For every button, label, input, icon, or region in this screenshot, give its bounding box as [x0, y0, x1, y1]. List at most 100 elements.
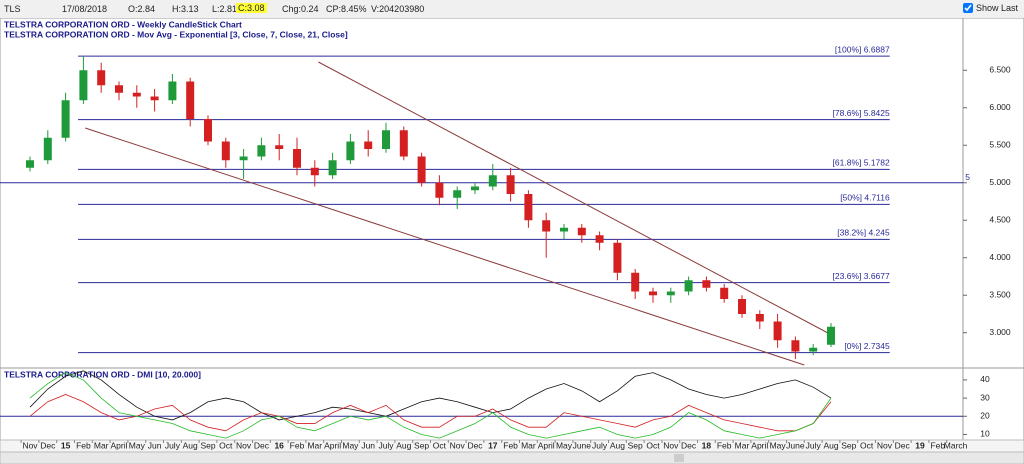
candle-body [631, 272, 640, 292]
x-tick-label: Feb [717, 440, 732, 450]
candle-body [382, 130, 390, 149]
fib-label: [78.6%] 5.8425 [833, 108, 890, 118]
candle-body [809, 347, 818, 352]
show-last[interactable]: Show Last [962, 3, 1018, 13]
x-tick-label: Aug [823, 440, 838, 450]
x-tick-label: May [770, 440, 787, 450]
x-tick-label: Nov [22, 440, 38, 450]
candle-body [150, 96, 159, 101]
trendline [318, 61, 835, 337]
scroll-thumb[interactable] [674, 454, 684, 462]
candle-body [791, 340, 800, 352]
x-tick-label: Sep [628, 440, 643, 450]
y-tick-label: 6.500 [989, 65, 1011, 75]
dmi-line [29, 394, 832, 432]
x-tick-label: April [751, 440, 768, 450]
price-panel [0, 18, 964, 369]
symbol: TLS [4, 4, 21, 14]
candle-body [204, 119, 212, 142]
toolbar: TLS 17/08/2018 O:2.84 H:3.13 L:2.81 C:3.… [0, 0, 1024, 19]
candle-body [595, 235, 604, 243]
dmi-line [29, 372, 832, 439]
fib-label: [50%] 4.7116 [840, 193, 890, 203]
x-tick-label: Oct [219, 440, 233, 450]
x-tick-label: 16 [274, 440, 284, 450]
candle-body [61, 100, 70, 138]
candle-body [168, 81, 177, 101]
y-tick-label: 5.000 [989, 177, 1011, 187]
candle-body [506, 175, 515, 194]
x-tick-label: Dec [254, 440, 270, 450]
change: Chg:0.24 [282, 4, 319, 14]
close: C:3.08 [236, 3, 267, 13]
candle-body [79, 70, 88, 101]
show-last-checkbox[interactable] [962, 3, 973, 13]
y-tick-label: 4.500 [989, 215, 1011, 225]
candle-body [720, 287, 729, 299]
x-tick-label: Sep [200, 440, 215, 450]
dmi-title: TELSTRA CORPORATION ORD - DMI [10, 20.00… [4, 369, 201, 379]
candle-body [577, 227, 586, 236]
x-tick-label: Sep [414, 440, 429, 450]
x-tick-label: March [944, 440, 968, 450]
candle-body [364, 141, 373, 149]
x-tick-label: May [342, 440, 359, 450]
dmi-line [29, 370, 832, 421]
chart-subtitle: TELSTRA CORPORATION ORD - Mov Avg - Expo… [4, 29, 348, 39]
candle-body [399, 130, 408, 157]
x-tick-label: Oct [646, 440, 660, 450]
y-tick-label: 10 [980, 429, 990, 439]
x-tick-label: Mar [521, 440, 536, 450]
x-tick-label: 19 [915, 440, 925, 450]
chart-title: TELSTRA CORPORATION ORD - Weekly CandleS… [4, 19, 242, 29]
fib-label: [38.2%] 4.245 [837, 228, 890, 238]
y-tick-label: 30 [980, 392, 990, 402]
x-tick-label: July [806, 440, 822, 450]
y-tick-label: 3.000 [989, 327, 1011, 337]
candle-body [97, 70, 106, 86]
candle-body [346, 141, 355, 161]
y-tick-label: 40 [980, 374, 990, 384]
x-tick-label: April [324, 440, 341, 450]
y-tick-label: 5.500 [989, 140, 1011, 150]
high: H:3.13 [172, 4, 199, 14]
candle-body [488, 175, 497, 187]
low: L:2.81 [212, 4, 238, 14]
candle-body [275, 145, 284, 149]
x-tick-label: July [378, 440, 394, 450]
x-tick-label: May [129, 440, 146, 450]
candle-body [827, 326, 835, 345]
x-tick-label: 17 [488, 440, 498, 450]
x-tick-label: Dec [467, 440, 483, 450]
candle-body [684, 280, 693, 292]
x-tick-label: July [165, 440, 181, 450]
scrollbar[interactable] [0, 451, 1024, 464]
candle-body [755, 314, 764, 322]
x-tick-label: Nov [450, 440, 466, 450]
candle-body [328, 160, 337, 176]
x-tick-label: Dec [895, 440, 911, 450]
x-tick-label: Dec [40, 440, 56, 450]
candle-body [257, 145, 266, 157]
x-tick-label: Aug [396, 440, 411, 450]
candle-body [542, 220, 551, 232]
y-tick-label: 6.000 [989, 102, 1011, 112]
x-tick-label: May [556, 440, 573, 450]
horizontal-line-label: 5 [965, 172, 970, 182]
x-tick-label: Jun [361, 440, 375, 450]
candle-body [773, 321, 782, 341]
y-tick-label: 20 [980, 411, 990, 421]
candle-body [524, 194, 533, 221]
x-tick-label: April [110, 440, 127, 450]
candle-body [310, 167, 319, 176]
open: O:2.84 [128, 4, 156, 14]
candle-body [453, 190, 462, 198]
candle-body [186, 81, 195, 119]
x-tick-label: July [592, 440, 608, 450]
x-tick-label: Aug [610, 440, 625, 450]
x-tick-label: Oct [860, 440, 874, 450]
volume: V:204203980 [371, 4, 425, 14]
candle-body [26, 160, 34, 168]
candle-body [649, 291, 657, 296]
